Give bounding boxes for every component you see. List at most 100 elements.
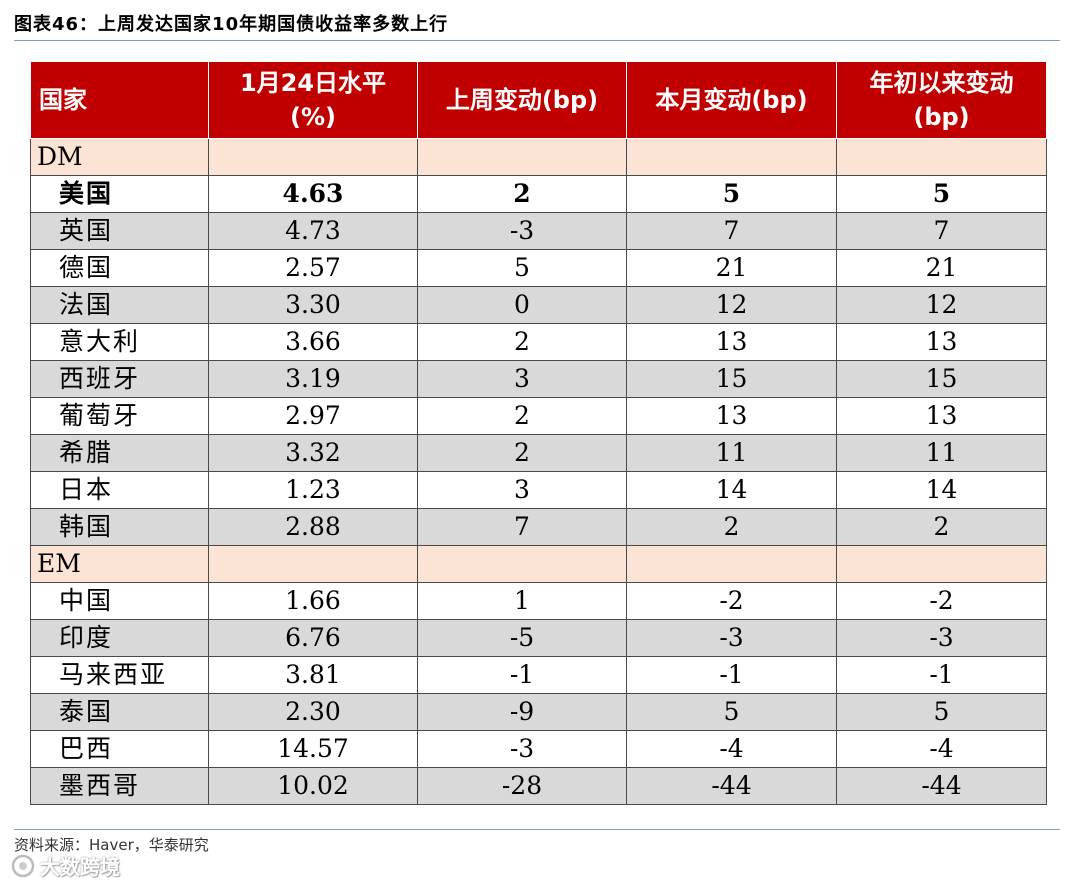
level-cell: 1.23: [208, 471, 418, 509]
month-change-cell: -4: [626, 730, 837, 768]
week-change-cell: -5: [417, 619, 627, 657]
month-change-cell: -2: [626, 582, 837, 620]
month-change-cell: 11: [626, 434, 837, 472]
table-row: 巴西 14.57 -3 -4 -4: [30, 730, 1047, 768]
table-row: 日本 1.23 3 14 14: [30, 471, 1047, 509]
ytd-change-cell: 13: [836, 397, 1047, 435]
level-cell: 6.76: [208, 619, 418, 657]
week-change-cell: 1: [417, 582, 627, 620]
month-change-cell: 13: [626, 323, 837, 361]
bond-yield-table: 国家 1月24日水平 (%) 上周变动(bp) 本月变动(bp) 年初以来变动 …: [30, 61, 1047, 805]
level-cell: 14.57: [208, 730, 418, 768]
level-cell: 3.19: [208, 360, 418, 398]
week-change-cell: -28: [417, 767, 627, 805]
country-cell: 韩国: [30, 508, 209, 546]
ytd-change-cell: 13: [836, 323, 1047, 361]
level-cell: 2.88: [208, 508, 418, 546]
month-change-cell: -3: [626, 619, 837, 657]
week-change-cell: -3: [417, 212, 627, 250]
week-change-cell: 2: [417, 175, 627, 213]
table-row: 葡萄牙 2.97 2 13 13: [30, 397, 1047, 435]
level-cell: 3.32: [208, 434, 418, 472]
week-change-cell: 2: [417, 397, 627, 435]
week-change-cell: 5: [417, 249, 627, 287]
country-cell: 中国: [30, 582, 209, 620]
group-label: EM: [30, 545, 209, 583]
group-row: EM: [30, 545, 1047, 583]
country-cell: 印度: [30, 619, 209, 657]
group-blank-cell: [417, 545, 627, 583]
group-blank-cell: [626, 545, 837, 583]
ytd-change-cell: -44: [836, 767, 1047, 805]
header-country: 国家: [30, 61, 209, 139]
level-cell: 2.97: [208, 397, 418, 435]
group-blank-cell: [836, 138, 1047, 176]
month-change-cell: 13: [626, 397, 837, 435]
ytd-change-cell: 15: [836, 360, 1047, 398]
level-cell: 3.30: [208, 286, 418, 324]
country-cell: 马来西亚: [30, 656, 209, 694]
ytd-change-cell: -1: [836, 656, 1047, 694]
level-cell: 4.73: [208, 212, 418, 250]
group-blank-cell: [208, 545, 418, 583]
header-ytd-change: 年初以来变动 (bp): [836, 61, 1047, 139]
header-level: 1月24日水平 (%): [208, 61, 418, 139]
country-cell: 美国: [30, 175, 209, 213]
month-change-cell: 15: [626, 360, 837, 398]
week-change-cell: 2: [417, 323, 627, 361]
ytd-change-cell: -4: [836, 730, 1047, 768]
country-cell: 德国: [30, 249, 209, 287]
ytd-change-cell: 12: [836, 286, 1047, 324]
country-cell: 意大利: [30, 323, 209, 361]
watermark-logo-icon: [11, 854, 35, 877]
country-cell: 巴西: [30, 730, 209, 768]
week-change-cell: 3: [417, 471, 627, 509]
watermark-text: 大数跨境: [40, 855, 120, 879]
ytd-change-cell: 7: [836, 212, 1047, 250]
table-row: 美国 4.63 2 5 5: [30, 175, 1047, 213]
week-change-cell: -1: [417, 656, 627, 694]
month-change-cell: 7: [626, 212, 837, 250]
table-row: 意大利 3.66 2 13 13: [30, 323, 1047, 361]
country-cell: 日本: [30, 471, 209, 509]
week-change-cell: 0: [417, 286, 627, 324]
figure-title: 图表46：上周发达国家10年期国债收益率多数上行: [14, 14, 449, 35]
group-label: DM: [30, 138, 209, 176]
table-row: 韩国 2.88 7 2 2: [30, 508, 1047, 546]
table-body: DM 美国 4.63 2 5 5 英国 4.73 -3 7 7 德国 2.57 5 21 21 法国 3.30 0 1…: [30, 138, 1047, 805]
month-change-cell: 14: [626, 471, 837, 509]
country-cell: 泰国: [30, 693, 209, 731]
table-row: 印度 6.76 -5 -3 -3: [30, 619, 1047, 657]
table-row: 英国 4.73 -3 7 7: [30, 212, 1047, 250]
country-cell: 法国: [30, 286, 209, 324]
table-row: 泰国 2.30 -9 5 5: [30, 693, 1047, 731]
group-row: DM: [30, 138, 1047, 176]
ytd-change-cell: 5: [836, 693, 1047, 731]
level-cell: 3.66: [208, 323, 418, 361]
table-row: 西班牙 3.19 3 15 15: [30, 360, 1047, 398]
country-cell: 葡萄牙: [30, 397, 209, 435]
group-blank-cell: [208, 138, 418, 176]
table-row: 马来西亚 3.81 -1 -1 -1: [30, 656, 1047, 694]
header-row: 国家 1月24日水平 (%) 上周变动(bp) 本月变动(bp) 年初以来变动 …: [30, 61, 1047, 139]
table-row: 德国 2.57 5 21 21: [30, 249, 1047, 287]
table-row: 希腊 3.32 2 11 11: [30, 434, 1047, 472]
level-cell: 10.02: [208, 767, 418, 805]
ytd-change-cell: 2: [836, 508, 1047, 546]
level-cell: 2.57: [208, 249, 418, 287]
group-blank-cell: [626, 138, 837, 176]
month-change-cell: 21: [626, 249, 837, 287]
group-blank-cell: [836, 545, 1047, 583]
month-change-cell: 12: [626, 286, 837, 324]
country-cell: 西班牙: [30, 360, 209, 398]
month-change-cell: -1: [626, 656, 837, 694]
table-row: 中国 1.66 1 -2 -2: [30, 582, 1047, 620]
month-change-cell: 5: [626, 693, 837, 731]
header-week-change: 上周变动(bp): [417, 61, 627, 139]
group-blank-cell: [417, 138, 627, 176]
ytd-change-cell: 14: [836, 471, 1047, 509]
week-change-cell: 7: [417, 508, 627, 546]
week-change-cell: 2: [417, 434, 627, 472]
bottom-divider: [14, 829, 1060, 830]
source-note: 资料来源：Haver，华泰研究: [14, 836, 209, 854]
